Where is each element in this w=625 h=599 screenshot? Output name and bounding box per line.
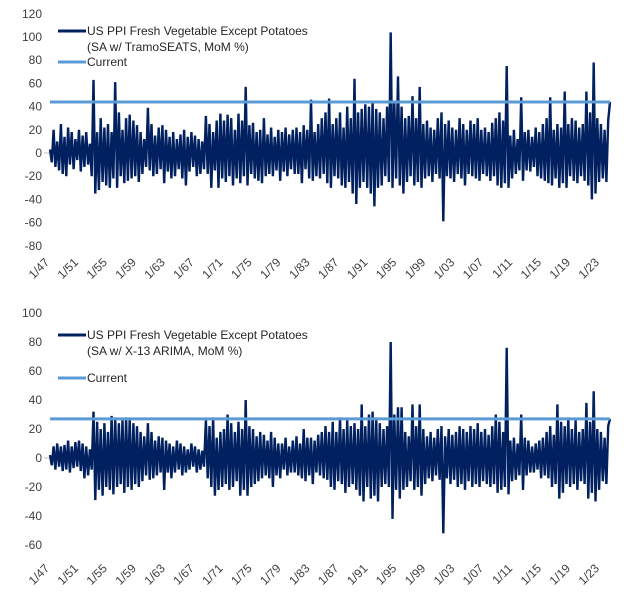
series-line-ppi-fresh-vegetable [48, 32, 612, 222]
legend-label-current: Current [87, 371, 128, 385]
x-tick-label: 1/71 [199, 255, 226, 282]
x-tick-label: 1/75 [228, 255, 255, 282]
x-tick-label: 1/79 [257, 561, 284, 588]
y-tick-label: 40 [29, 100, 43, 114]
y-tick-label: 100 [22, 30, 42, 44]
y-tick-label: -40 [25, 192, 43, 206]
x-tick-label: 1/51 [55, 561, 82, 588]
x-tick-label: 1/23 [576, 255, 603, 282]
y-tick-label: 20 [29, 422, 43, 436]
x-tick-label: 1/67 [170, 561, 197, 588]
y-tick-label: -20 [25, 169, 43, 183]
x-tick-label: 1/59 [113, 255, 140, 282]
y-tick-label: 40 [29, 393, 43, 407]
x-tick-label: 1/79 [257, 255, 284, 282]
legend-label-series-line1: US PPI Fresh Vegetable Except Potatoes [87, 328, 308, 342]
x-tick-label: 1/91 [344, 561, 371, 588]
x-tick-label: 1/07 [460, 561, 487, 588]
x-tick-label: 1/07 [460, 255, 487, 282]
x-tick-label: 1/71 [199, 561, 226, 588]
y-tick-label: -40 [25, 509, 43, 523]
x-tick-label: 1/99 [402, 561, 429, 588]
x-tick-label: 1/75 [228, 561, 255, 588]
legend-label-series-line2: (SA w/ X-13 ARIMA, MoM %) [87, 344, 242, 358]
x-tick-label: 1/51 [55, 255, 82, 282]
x-tick-label: 1/87 [315, 561, 342, 588]
y-tick-label: -20 [25, 480, 43, 494]
y-tick-label: 20 [29, 123, 43, 137]
x-tick-label: 1/95 [373, 255, 400, 282]
x-tick-label: 1/59 [113, 561, 140, 588]
x-tick-label: 1/03 [431, 255, 458, 282]
legend-label-series-line1: US PPI Fresh Vegetable Except Potatoes [87, 24, 308, 38]
legend-background [56, 329, 326, 386]
y-tick-label: 80 [29, 335, 43, 349]
y-tick-label: 120 [22, 7, 42, 21]
x-tick-label: 1/55 [84, 561, 111, 588]
legend-label-series-line2: (SA w/ TramoSEATS, MoM %) [87, 40, 249, 54]
y-tick-label: -80 [25, 239, 43, 253]
x-tick-label: 1/83 [286, 561, 313, 588]
x-tick-label: 1/15 [518, 255, 545, 282]
x-tick-label: 1/47 [26, 255, 53, 282]
x-tick-label: 1/95 [373, 561, 400, 588]
x-tick-label: 1/19 [547, 561, 574, 588]
x-tick-label: 1/55 [84, 255, 111, 282]
x-tick-label: 1/91 [344, 255, 371, 282]
x-tick-label: 1/23 [576, 561, 603, 588]
y-tick-label: 60 [29, 364, 43, 378]
x-tick-label: 1/83 [286, 255, 313, 282]
y-tick-label: 0 [35, 451, 42, 465]
x-tick-label: 1/11 [489, 255, 515, 281]
series-line-ppi-fresh-vegetable [48, 341, 612, 534]
x-tick-label: 1/15 [518, 561, 545, 588]
x-tick-label: 1/11 [489, 561, 515, 587]
x-tick-label: 1/87 [315, 255, 342, 282]
y-tick-label: -60 [25, 216, 43, 230]
y-tick-label: 60 [29, 76, 43, 90]
x-tick-label: 1/47 [26, 561, 53, 588]
x-tick-label: 1/63 [141, 255, 168, 282]
x-tick-label: 1/03 [431, 561, 458, 588]
y-tick-label: 100 [22, 306, 42, 320]
y-tick-label: -60 [25, 538, 43, 552]
x-tick-label: 1/19 [547, 255, 574, 282]
x-tick-label: 1/63 [141, 561, 168, 588]
legend-label-current: Current [87, 55, 128, 69]
legend-background [56, 25, 326, 70]
y-tick-label: 80 [29, 53, 43, 67]
x-tick-label: 1/67 [170, 255, 197, 282]
x-tick-label: 1/99 [402, 255, 429, 282]
y-tick-label: 0 [35, 146, 42, 160]
